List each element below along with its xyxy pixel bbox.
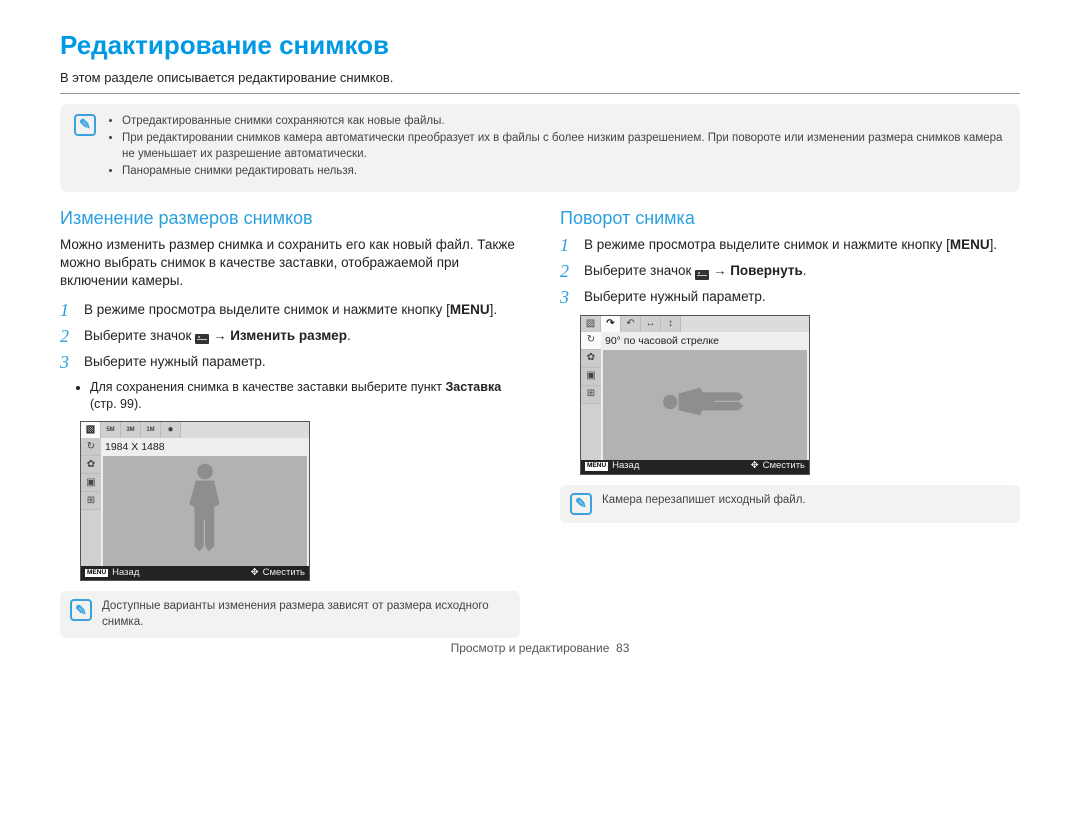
step3-sub-item: Для сохранения снимка в качестве заставк… bbox=[90, 379, 520, 413]
cam-left-icon: ↻ bbox=[81, 438, 101, 456]
cam-move-label: Сместить bbox=[763, 460, 805, 473]
resize-step-3: 3 Выберите нужный параметр. bbox=[60, 353, 520, 371]
cam-top-icon: ● bbox=[161, 422, 181, 438]
step-body: Выберите нужный параметр. bbox=[84, 353, 520, 371]
cam-bottom-bar: MENU Назад ✥ Сместить bbox=[581, 460, 809, 474]
step-number: 3 bbox=[560, 288, 576, 306]
rotate-step-2: 2 Выберите значок → Повернуть. bbox=[560, 262, 1020, 280]
cam-preview-area bbox=[103, 456, 307, 566]
cam-top-icon: ↔ bbox=[641, 316, 661, 332]
dpad-icon: ✥ bbox=[751, 460, 759, 473]
resize-step3-sub: Для сохранения снимка в качестве заставк… bbox=[60, 379, 520, 413]
cam-top-bar: ▧ 5M 3M 1M ● bbox=[81, 422, 309, 438]
step-body: Выберите значок → Повернуть. bbox=[584, 262, 1020, 280]
cam-top-icon: 3M bbox=[121, 422, 141, 438]
cam-top-icon: ↕ bbox=[661, 316, 681, 332]
cam-top-select-icon: ▧ bbox=[81, 422, 101, 438]
cam-back-label: Назад bbox=[112, 567, 139, 580]
footer-section: Просмотр и редактирование bbox=[451, 641, 610, 655]
silhouette-icon bbox=[170, 457, 240, 567]
resize-intro: Можно изменить размер снимка и сохранить… bbox=[60, 236, 520, 291]
resize-step-2: 2 Выберите значок → Изменить размер. bbox=[60, 327, 520, 345]
menu-key: MENU bbox=[950, 237, 990, 252]
note-icon: ✎ bbox=[570, 493, 592, 515]
cam-top-icon: 5M bbox=[101, 422, 121, 438]
rotate-camera-preview: ▧ ↷ ↶ ↔ ↕ ↻ ✿ ▣ ⊞ 90° по часовой стрелке… bbox=[580, 315, 810, 475]
dpad-icon: ✥ bbox=[251, 567, 259, 580]
resize-heading: Изменение размеров снимков bbox=[60, 206, 520, 230]
cam-left-bar: ↻ ✿ ▣ ⊞ bbox=[581, 332, 601, 460]
menu-key: MENU bbox=[450, 302, 490, 317]
cam-left-icon: ▣ bbox=[81, 474, 101, 492]
step-body: Выберите значок → Изменить размер. bbox=[84, 327, 520, 345]
cam-bottom-bar: MENU Назад ✥ Сместить bbox=[81, 566, 309, 580]
cam-back-label: Назад bbox=[612, 460, 639, 473]
edit-icon bbox=[195, 331, 209, 341]
cam-top-icon: ↶ bbox=[621, 316, 641, 332]
cam-left-bar: ↻ ✿ ▣ ⊞ bbox=[81, 438, 101, 566]
rotate-step-3: 3 Выберите нужный параметр. bbox=[560, 288, 1020, 306]
note-item: Панорамные снимки редактировать нельзя. bbox=[122, 164, 1006, 180]
cam-rotate-label: 90° по часовой стрелке bbox=[605, 334, 805, 349]
title-separator bbox=[60, 93, 1020, 94]
step-body: В режиме просмотра выделите снимок и наж… bbox=[584, 236, 1020, 254]
resize-tip-box: ✎ Доступные варианты изменения размера з… bbox=[60, 591, 520, 638]
cam-top-select-icon: ↷ bbox=[601, 316, 621, 332]
cam-move-label: Сместить bbox=[263, 567, 305, 580]
content-columns: Изменение размеров снимков Можно изменит… bbox=[60, 206, 1020, 638]
step-number: 3 bbox=[60, 353, 76, 371]
cam-top-bar: ▧ ↷ ↶ ↔ ↕ bbox=[581, 316, 809, 332]
note-icon: ✎ bbox=[74, 114, 96, 136]
cam-left-icon: ↻ bbox=[581, 332, 601, 350]
silhouette-icon bbox=[645, 372, 765, 437]
step-number: 2 bbox=[60, 327, 76, 345]
cam-resolution-label: 1984 X 1488 bbox=[105, 440, 305, 455]
rotate-action: Повернуть bbox=[730, 263, 803, 278]
edit-icon bbox=[695, 267, 709, 277]
cam-left-icon: ✿ bbox=[81, 456, 101, 474]
rotate-tip-box: ✎ Камера перезапишет исходный файл. bbox=[560, 485, 1020, 523]
resize-step-1: 1 В режиме просмотра выделите снимок и н… bbox=[60, 301, 520, 319]
menu-tag-icon: MENU bbox=[585, 462, 608, 471]
resize-action: Изменить размер bbox=[230, 328, 347, 343]
cam-top-icon: 1M bbox=[141, 422, 161, 438]
note-item: Отредактированные снимки сохраняются как… bbox=[122, 114, 1006, 130]
step-number: 1 bbox=[60, 301, 76, 319]
cam-left-icon: ✿ bbox=[581, 350, 601, 368]
top-notes-box: ✎ Отредактированные снимки сохраняются к… bbox=[60, 104, 1020, 192]
cam-top-icon: ▧ bbox=[581, 316, 601, 332]
cam-left-icon: ⊞ bbox=[581, 386, 601, 404]
step-number: 2 bbox=[560, 262, 576, 280]
menu-tag-icon: MENU bbox=[85, 569, 108, 578]
note-icon: ✎ bbox=[70, 599, 92, 621]
cam-left-icon: ▣ bbox=[581, 368, 601, 386]
resize-tip-text: Доступные варианты изменения размера зав… bbox=[102, 599, 510, 630]
note-item: При редактировании снимков камера автома… bbox=[122, 131, 1006, 162]
left-column: Изменение размеров снимков Можно изменит… bbox=[60, 206, 520, 638]
page-footer: Просмотр и редактирование 83 bbox=[60, 640, 1020, 656]
cam-preview-area bbox=[603, 350, 807, 460]
rotate-tip-text: Камера перезапишет исходный файл. bbox=[602, 493, 806, 509]
page-title: Редактирование снимков bbox=[60, 28, 1020, 63]
resize-camera-preview: ▧ 5M 3M 1M ● ↻ ✿ ▣ ⊞ 1984 X 1488 MENU На… bbox=[80, 421, 310, 581]
step-number: 1 bbox=[560, 236, 576, 254]
note-list: Отредактированные снимки сохраняются как… bbox=[106, 114, 1006, 182]
right-column: Поворот снимка 1 В режиме просмотра выде… bbox=[560, 206, 1020, 638]
rotate-heading: Поворот снимка bbox=[560, 206, 1020, 230]
page-subtitle: В этом разделе описывается редактировани… bbox=[60, 69, 1020, 87]
step-body: Выберите нужный параметр. bbox=[584, 288, 1020, 306]
rotate-step-1: 1 В режиме просмотра выделите снимок и н… bbox=[560, 236, 1020, 254]
step-body: В режиме просмотра выделите снимок и наж… bbox=[84, 301, 520, 319]
cam-left-icon: ⊞ bbox=[81, 492, 101, 510]
footer-page: 83 bbox=[616, 641, 629, 655]
